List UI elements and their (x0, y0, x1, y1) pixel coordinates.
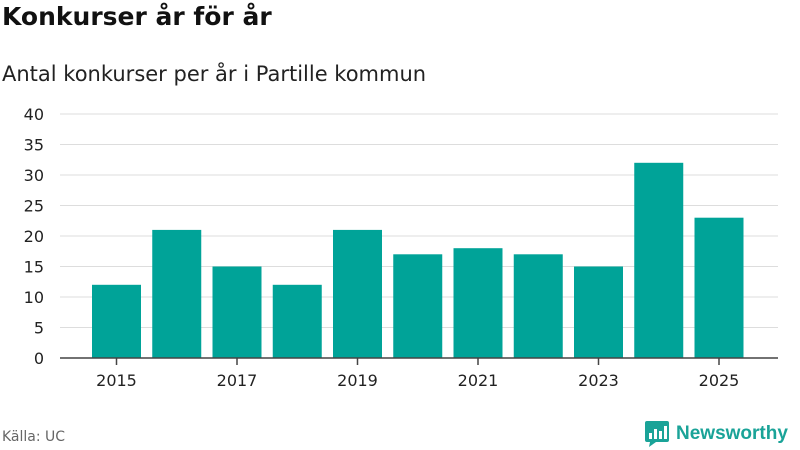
x-axis-ticks: 2015 2017 2019 2021 2023 2025 (96, 358, 739, 390)
y-tick-label: 40 (24, 105, 44, 124)
bar-2019 (333, 229, 382, 358)
y-tick-label: 15 (24, 258, 44, 277)
x-tick-label: 2021 (458, 371, 499, 390)
bar-2017 (212, 266, 262, 358)
x-tick-label: 2015 (96, 371, 137, 390)
newsworthy-logo: Newsworthy (644, 420, 788, 448)
brand-name: Newsworthy (676, 423, 788, 444)
x-tick-label: 2019 (337, 371, 378, 390)
bar-2016 (152, 229, 202, 358)
x-tick-label: 2023 (578, 371, 619, 390)
y-tick-label: 25 (24, 197, 44, 216)
y-tick-label: 30 (24, 166, 44, 185)
y-axis-ticks: 0 5 10 15 20 25 30 35 40 (24, 105, 44, 368)
bar-2015 (92, 284, 141, 358)
y-tick-label: 0 (34, 349, 44, 368)
x-tick-label: 2025 (699, 371, 740, 390)
bar-2024 (634, 162, 684, 358)
x-tick-label: 2017 (217, 371, 258, 390)
bar-2023 (574, 266, 623, 358)
bar-2018 (272, 284, 322, 358)
y-tick-label: 35 (24, 136, 44, 155)
chart-subtitle: Antal konkurser per år i Partille kommun (2, 62, 427, 86)
bars (92, 162, 744, 358)
newsworthy-logo-icon (645, 421, 669, 447)
source-note: Källa: UC (2, 429, 66, 445)
chart-title: Konkurser år för år (2, 2, 272, 31)
bar-2020 (393, 254, 443, 358)
y-tick-label: 10 (24, 288, 44, 307)
bar-2025 (694, 217, 744, 358)
y-tick-label: 5 (34, 319, 44, 338)
bar-2021 (453, 248, 503, 358)
y-tick-label: 20 (24, 227, 44, 246)
bar-2022 (513, 254, 563, 358)
